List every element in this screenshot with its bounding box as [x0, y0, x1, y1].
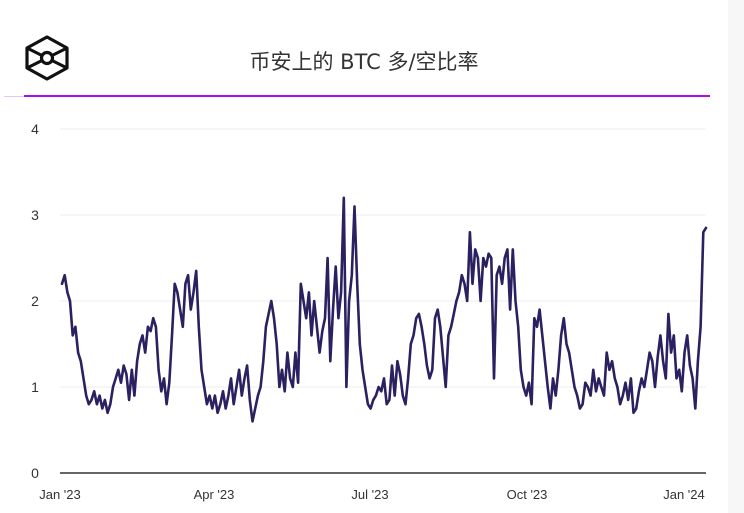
chart-title: 币安上的 BTC 多/空比率 — [249, 50, 479, 74]
y-tick-label: 4 — [31, 121, 39, 137]
x-tick-label: Jan '23 — [39, 487, 81, 502]
y-axis-ticks: 0 1 2 3 4 — [31, 121, 39, 481]
x-tick-label: Apr '23 — [194, 487, 235, 502]
header-divider-accent — [24, 95, 710, 97]
x-tick-label: Jul '23 — [351, 487, 388, 502]
y-tick-label: 2 — [31, 293, 39, 309]
series-line-long-short-ratio — [60, 196, 708, 423]
chart-card: 币安上的 BTC 多/空比率 0 1 2 3 4 Jan '23 Apr '23 Jul '… — [0, 0, 728, 502]
y-tick-label: 1 — [31, 379, 39, 395]
y-tick-label: 3 — [31, 207, 39, 223]
x-axis-ticks: Jan '23 Apr '23 Jul '23 Oct '23 Jan '24 — [39, 487, 705, 502]
x-tick-label: Oct '23 — [507, 487, 548, 502]
cube-logo-icon — [25, 35, 69, 81]
chart-header: 币安上的 BTC 多/空比率 — [0, 0, 728, 97]
x-tick-label: Jan '24 — [663, 487, 705, 502]
y-tick-label: 0 — [31, 465, 39, 481]
